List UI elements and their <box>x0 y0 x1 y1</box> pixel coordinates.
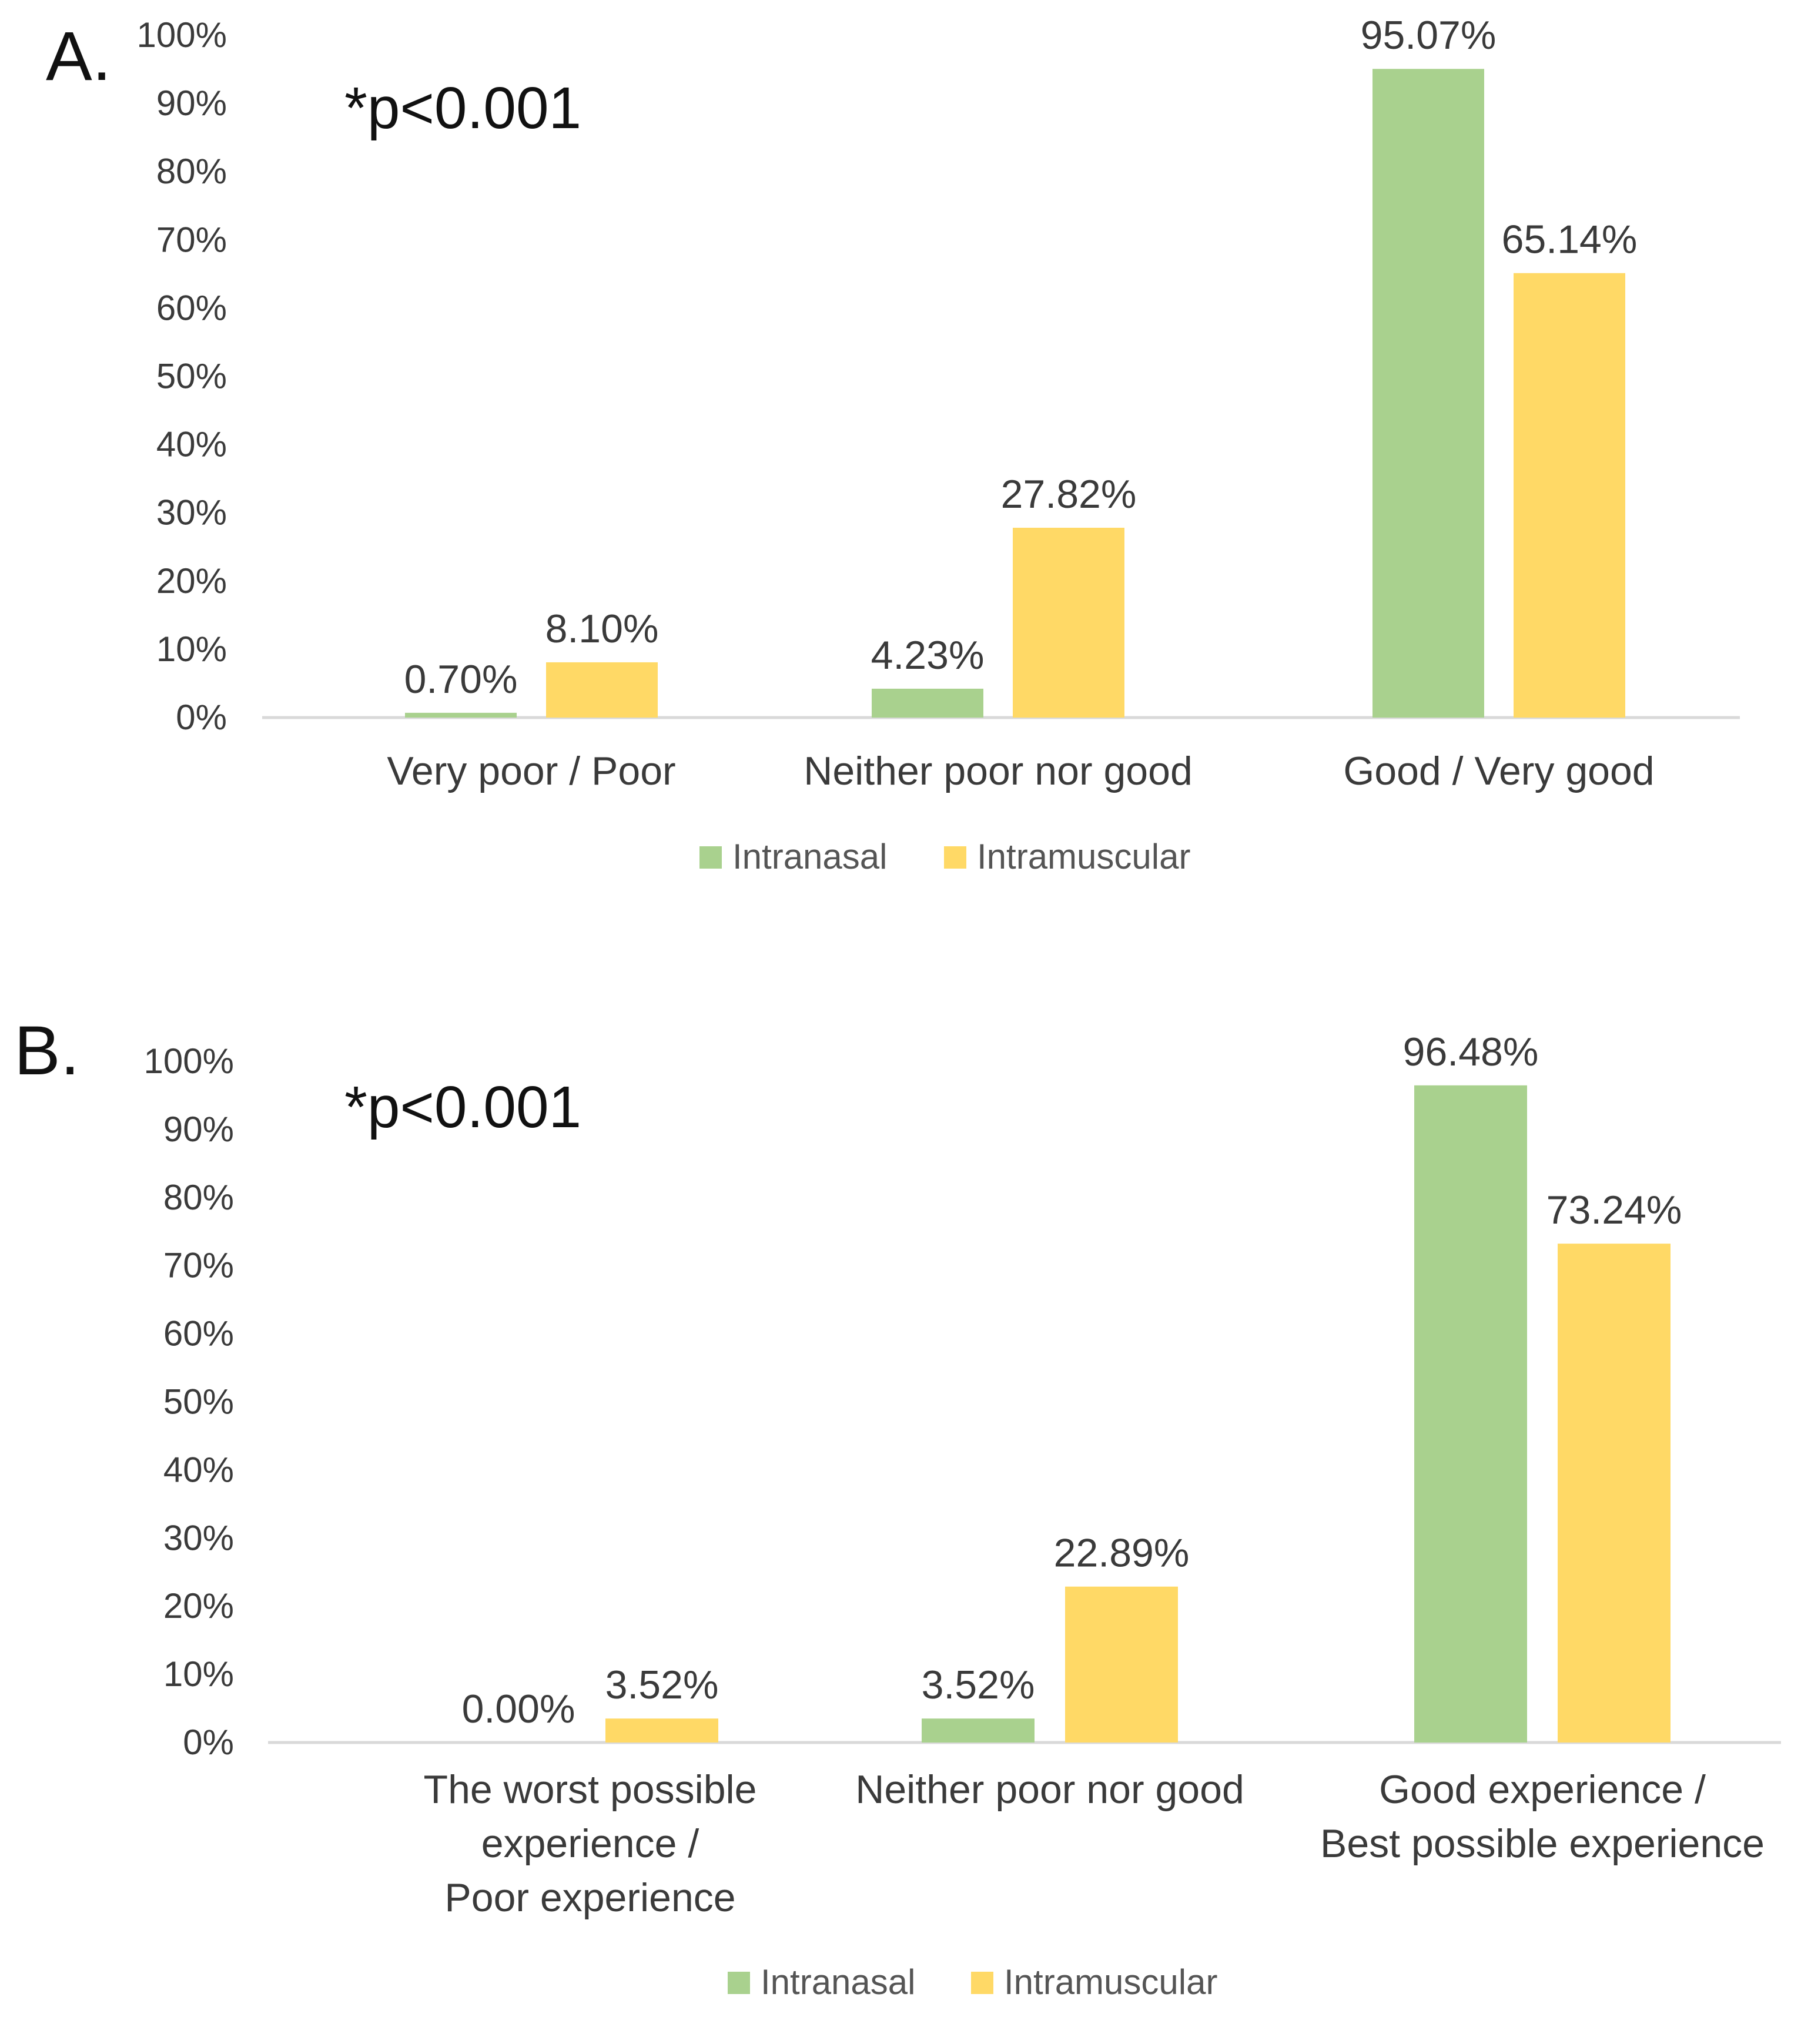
x-category-label: Good experience / <box>1379 1767 1706 1812</box>
chart-panel-a: A. *p<0.001 0% 10% 20% 30% 40% 50% 60% 70% 80% 90% 1… <box>46 13 1740 876</box>
y-tick-label: 80% <box>163 1178 234 1217</box>
y-tick-label: 30% <box>156 493 227 532</box>
x-category-label: The worst possible <box>424 1767 757 1812</box>
y-tick-label: 40% <box>163 1450 234 1489</box>
data-label-intranasal: 3.52% <box>922 1663 1035 1707</box>
legend-label-intramuscular: Intramuscular <box>1004 1962 1217 2002</box>
y-tick-label: 60% <box>163 1314 234 1353</box>
bar-intramuscular-2 <box>1514 273 1625 718</box>
bar-intranasal-2 <box>1372 69 1484 718</box>
y-tick-label: 10% <box>156 629 227 669</box>
y-tick-label: 100% <box>137 15 227 55</box>
x-category-label: Poor experience <box>444 1875 735 1920</box>
y-tick-label: 10% <box>163 1654 234 1694</box>
legend-label-intranasal: Intranasal <box>732 837 888 876</box>
bar-intramuscular-1 <box>1065 1586 1178 1743</box>
p-value-annotation: *p<0.001 <box>344 1074 581 1140</box>
y-tick-label: 80% <box>156 152 227 191</box>
y-tick-label: 70% <box>156 220 227 259</box>
data-label-intramuscular: 73.24% <box>1546 1188 1682 1232</box>
data-label-intramuscular: 3.52% <box>605 1663 719 1707</box>
data-label-intranasal: 96.48% <box>1403 1030 1539 1074</box>
data-label-intramuscular: 27.82% <box>1001 472 1137 517</box>
bar-intranasal-0 <box>405 712 517 718</box>
y-tick-label: 90% <box>156 83 227 123</box>
y-tick-label: 0% <box>176 698 227 737</box>
bar-intranasal-2 <box>1414 1085 1527 1743</box>
legend-swatch-intramuscular <box>944 846 966 869</box>
y-tick-label: 40% <box>156 425 227 464</box>
data-label-intranasal: 0.70% <box>404 657 518 702</box>
y-tick-label: 60% <box>156 288 227 327</box>
y-tick-label: 0% <box>183 1723 234 1762</box>
data-label-intranasal: 0.00% <box>462 1687 575 1731</box>
data-label-intramuscular: 8.10% <box>545 607 659 651</box>
chart-panel-b: B. *p<0.001 0% 10% 20% 30% 40% 50% 60% 70% 80% 90% 1… <box>14 1012 1781 2002</box>
y-tick-label: 90% <box>163 1110 234 1149</box>
y-tick-label: 20% <box>156 561 227 601</box>
y-tick-label: 30% <box>163 1518 234 1557</box>
legend-label-intranasal: Intranasal <box>761 1962 916 2002</box>
legend-swatch-intranasal <box>699 846 722 869</box>
p-value-annotation: *p<0.001 <box>344 75 581 141</box>
y-tick-label: 50% <box>163 1382 234 1422</box>
bar-intramuscular-0 <box>546 662 658 718</box>
bar-intramuscular-0 <box>605 1718 718 1743</box>
bar-intranasal-1 <box>872 688 983 718</box>
x-category-label: experience / <box>481 1821 699 1866</box>
x-category-label: Good / Very good <box>1343 749 1654 793</box>
data-label-intranasal: 95.07% <box>1361 13 1497 58</box>
bar-intranasal-1 <box>922 1718 1035 1743</box>
bar-intramuscular-1 <box>1013 528 1124 718</box>
panel-letter: A. <box>46 18 112 95</box>
data-label-intramuscular: 22.89% <box>1054 1531 1190 1576</box>
x-category-label: Best possible experience <box>1320 1821 1765 1866</box>
data-label-intranasal: 4.23% <box>871 633 985 678</box>
y-tick-label: 50% <box>156 357 227 396</box>
y-tick-label: 20% <box>163 1586 234 1626</box>
legend-swatch-intranasal <box>728 1972 750 1994</box>
x-category-label: Neither poor nor good <box>804 749 1193 793</box>
bar-intramuscular-2 <box>1558 1244 1671 1743</box>
y-tick-label: 100% <box>144 1041 234 1081</box>
x-category-label: Neither poor nor good <box>855 1767 1244 1812</box>
legend-label-intramuscular: Intramuscular <box>977 837 1190 876</box>
panel-letter: B. <box>14 1012 80 1090</box>
legend-swatch-intramuscular <box>971 1972 993 1994</box>
x-category-label: Very poor / Poor <box>387 749 675 793</box>
data-label-intramuscular: 65.14% <box>1502 217 1638 262</box>
y-tick-label: 70% <box>163 1246 234 1285</box>
